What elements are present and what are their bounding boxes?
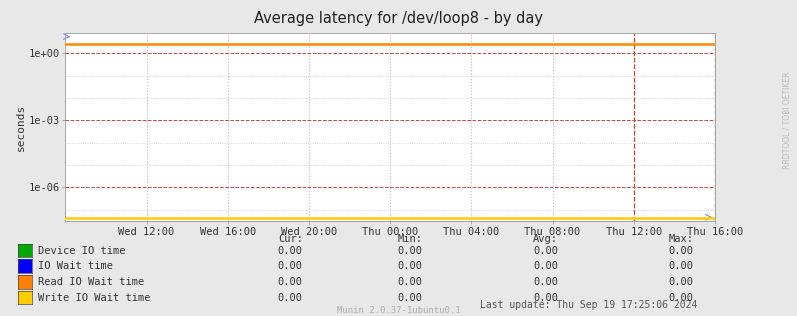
Text: 0.00: 0.00 [398, 277, 422, 287]
Text: 0.00: 0.00 [533, 261, 558, 271]
Text: 0.00: 0.00 [398, 246, 422, 256]
Text: RRDTOOL / TOBI OETIKER: RRDTOOL / TOBI OETIKER [783, 71, 791, 169]
Text: Write IO Wait time: Write IO Wait time [38, 293, 151, 303]
Text: 0.00: 0.00 [278, 277, 303, 287]
Text: 0.00: 0.00 [669, 261, 693, 271]
Text: Min:: Min: [398, 234, 422, 244]
Text: Munin 2.0.37-1ubuntu0.1: Munin 2.0.37-1ubuntu0.1 [336, 307, 461, 315]
Text: Average latency for /dev/loop8 - by day: Average latency for /dev/loop8 - by day [254, 11, 543, 26]
Text: Device IO time: Device IO time [38, 246, 126, 256]
Text: Avg:: Avg: [533, 234, 558, 244]
Text: 0.00: 0.00 [398, 293, 422, 303]
Text: IO Wait time: IO Wait time [38, 261, 113, 271]
Text: Read IO Wait time: Read IO Wait time [38, 277, 144, 287]
Text: Last update: Thu Sep 19 17:25:06 2024: Last update: Thu Sep 19 17:25:06 2024 [480, 300, 697, 310]
Text: 0.00: 0.00 [278, 293, 303, 303]
Text: 0.00: 0.00 [533, 277, 558, 287]
Text: 0.00: 0.00 [398, 261, 422, 271]
Text: 0.00: 0.00 [669, 246, 693, 256]
Text: 0.00: 0.00 [278, 246, 303, 256]
Text: 0.00: 0.00 [533, 293, 558, 303]
Text: Max:: Max: [669, 234, 693, 244]
Text: 0.00: 0.00 [669, 277, 693, 287]
Text: 0.00: 0.00 [669, 293, 693, 303]
Text: 0.00: 0.00 [533, 246, 558, 256]
Y-axis label: seconds: seconds [16, 104, 26, 151]
Text: Cur:: Cur: [278, 234, 303, 244]
Text: 0.00: 0.00 [278, 261, 303, 271]
